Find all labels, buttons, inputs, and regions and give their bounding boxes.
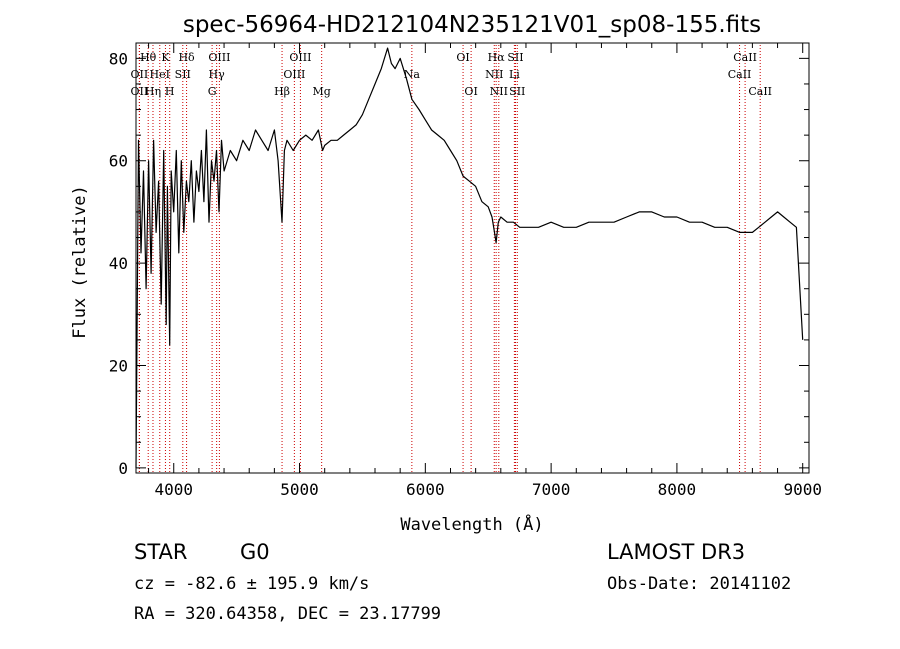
spectral-subclass: G0 (240, 540, 270, 564)
line-label-5: H (165, 85, 175, 98)
x-tick-label-1: 5000 (280, 480, 319, 499)
line-label-17: OI (456, 51, 469, 64)
line-label-7: SII (175, 68, 191, 81)
line-label-13: OIII (289, 51, 311, 64)
x-tick-label-3: 7000 (532, 480, 571, 499)
line-label-9: OIII (208, 51, 230, 64)
redshift-readout: cz = -82.6 ± 195.9 km/s (134, 574, 370, 594)
line-label-0: Hθ (140, 51, 157, 64)
line-label-23: NII (490, 85, 508, 98)
line-label-18: OI (464, 85, 477, 98)
survey-name: LAMOST DR3 (607, 540, 746, 564)
line-label-11: G (208, 85, 217, 98)
line-label-22: Li (509, 68, 520, 81)
line-label-14: OIII (283, 68, 305, 81)
line-label-2: OII (131, 85, 149, 98)
x-axis: 4000 5000 6000 7000 8000 9000 (148, 43, 822, 499)
line-label-4: K (161, 51, 170, 64)
y-tick-label-0: 0 (118, 459, 128, 478)
x-tick-label-0: 4000 (154, 480, 193, 499)
line-label-26: CaII (728, 68, 752, 81)
y-tick-label-4: 80 (109, 49, 128, 68)
y-tick-label-2: 40 (109, 254, 128, 273)
line-label-15: Mg (313, 85, 331, 98)
x-axis-label: Wavelength (Å) (400, 513, 543, 535)
emission-line-markers (138, 45, 761, 473)
spectrum-line (135, 47, 804, 468)
line-label-25: CaII (733, 51, 757, 64)
line-label-12: Hβ (274, 85, 290, 98)
y-tick-label-1: 20 (109, 357, 128, 376)
line-label-10: Hγ (209, 68, 226, 81)
chart-title: spec-56964-HD212104N235121V01_sp08-155.f… (183, 12, 761, 38)
y-tick-label-3: 60 (109, 152, 128, 171)
line-label-19: Hα (488, 51, 506, 64)
line-label-1: OII (131, 68, 149, 81)
line-label-24: SII (509, 85, 525, 98)
plot-frame (135, 42, 810, 474)
line-label-16: Na (404, 68, 421, 81)
x-tick-label-2: 6000 (406, 480, 445, 499)
line-label-8: Hδ (178, 51, 195, 64)
object-class: STAR (134, 540, 188, 564)
x-tick-label-4: 8000 (658, 480, 697, 499)
line-label-27: CaII (748, 85, 772, 98)
line-label-21: NII (485, 68, 503, 81)
obs-date: Obs-Date: 20141102 (607, 574, 792, 594)
y-axis: 0 20 40 60 80 (109, 49, 809, 478)
line-label-6: HeI (150, 68, 170, 81)
coordinates: RA = 320.64358, DEC = 23.17799 (134, 604, 442, 624)
x-tick-label-5: 9000 (783, 480, 822, 499)
line-label-20: SII (507, 51, 523, 64)
line-label-3: Hη (145, 85, 161, 98)
y-axis-label: Flux (relative) (70, 185, 90, 339)
